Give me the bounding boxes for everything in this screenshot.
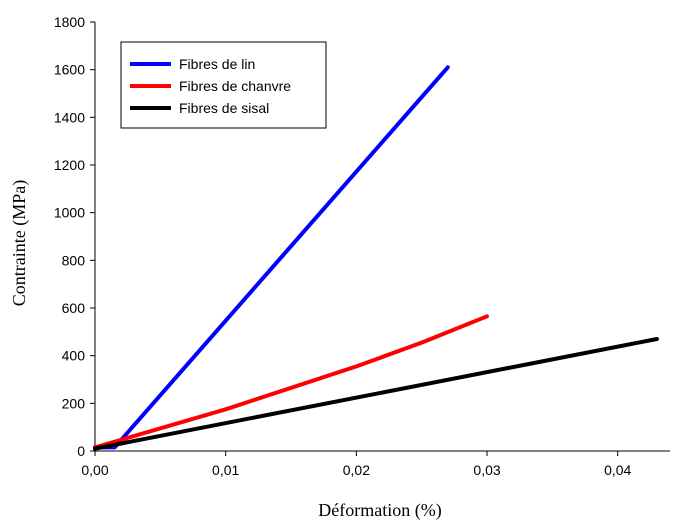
x-tick-label: 0,02 — [343, 462, 370, 478]
legend-box — [120, 41, 327, 129]
y-tick-label: 1000 — [54, 205, 85, 221]
series-layer — [93, 65, 659, 451]
y-tick-label: 200 — [62, 395, 86, 411]
x-tick-label: 0,00 — [81, 462, 108, 478]
series-line-2 — [93, 314, 489, 450]
y-tick-label: 1400 — [54, 109, 85, 125]
legend-label: Fibres de chanvre — [179, 78, 291, 94]
y-axis-title: Contrainte (MPa) — [9, 180, 30, 306]
x-tick-label: 0,04 — [604, 462, 631, 478]
y-tick-label: 1600 — [54, 62, 85, 78]
series-line-3 — [93, 337, 659, 451]
y-tick-label: 1800 — [54, 14, 85, 30]
x-axis-title: Déformation (%) — [318, 500, 441, 521]
x-tick-label: 0,03 — [473, 462, 500, 478]
y-tick-label: 600 — [62, 300, 86, 316]
legend-label: Fibres de sisal — [179, 100, 269, 116]
legend: Fibres de lin Fibres de chanvre Fibres de … — [120, 41, 327, 129]
y-tick-label: 0 — [77, 443, 85, 459]
y-tick-label: 800 — [62, 252, 86, 268]
y-tick-label: 400 — [62, 348, 86, 364]
y-tick-label: 1200 — [54, 157, 85, 173]
legend-label: Fibres de lin — [179, 56, 255, 72]
axes: 0 200 400 600 800 1000 1200 1400 1600 1800 0,00 0,0… — [54, 14, 670, 478]
x-tick-label: 0,01 — [212, 462, 239, 478]
